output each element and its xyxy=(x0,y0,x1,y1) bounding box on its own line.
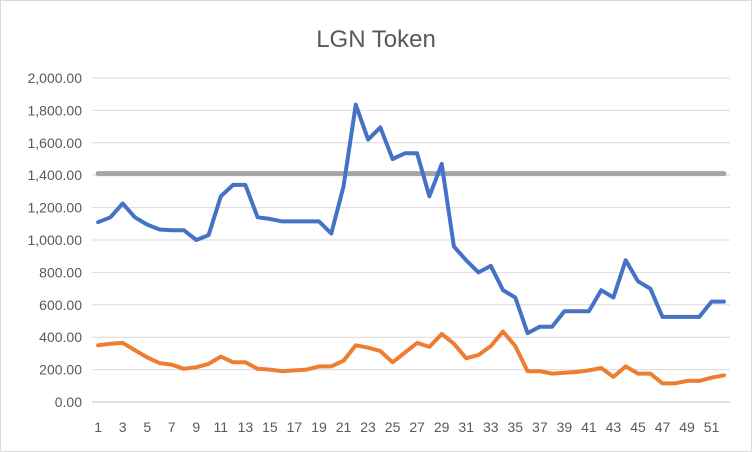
x-tick-label: 19 xyxy=(311,419,327,435)
y-tick-label: 0.00 xyxy=(55,394,82,410)
y-tick-label: 200.00 xyxy=(39,362,82,378)
y-tick-label: 2,000.00 xyxy=(28,70,83,86)
x-tick-label: 23 xyxy=(360,419,376,435)
x-tick-label: 33 xyxy=(483,419,499,435)
x-tick-label: 3 xyxy=(119,419,127,435)
y-tick-label: 1,400.00 xyxy=(28,167,83,183)
chart-title: LGN Token xyxy=(316,26,436,53)
x-tick-label: 17 xyxy=(287,419,303,435)
gridlines xyxy=(92,77,730,403)
x-tick-label: 37 xyxy=(532,419,548,435)
series-line-1 xyxy=(96,102,726,336)
x-tick-label: 25 xyxy=(385,419,401,435)
x-tick-label: 51 xyxy=(704,419,720,435)
y-axis-ticks: 0.00 200.00 400.00 600.00 800.00 1,000.00 1,20… xyxy=(28,70,83,410)
x-tick-label: 5 xyxy=(143,419,151,435)
x-tick-label: 39 xyxy=(557,419,573,435)
x-tick-label: 9 xyxy=(192,419,200,435)
series-line-2 xyxy=(96,329,726,386)
x-tick-label: 29 xyxy=(434,419,450,435)
y-tick-label: 400.00 xyxy=(39,329,82,345)
y-tick-label: 600.00 xyxy=(39,297,82,313)
x-tick-label: 7 xyxy=(168,419,176,435)
x-tick-label: 47 xyxy=(655,419,671,435)
y-tick-label: 800.00 xyxy=(39,264,82,280)
x-tick-label: 45 xyxy=(630,419,646,435)
y-tick-label: 1,800.00 xyxy=(28,102,83,118)
x-tick-label: 49 xyxy=(679,419,695,435)
x-tick-label: 13 xyxy=(238,419,254,435)
y-tick-label: 1,600.00 xyxy=(28,135,83,151)
y-tick-label: 1,200.00 xyxy=(28,200,83,216)
x-tick-label: 21 xyxy=(336,419,352,435)
x-tick-label: 31 xyxy=(458,419,474,435)
y-tick-label: 1,000.00 xyxy=(28,232,83,248)
x-axis-ticks: 1 3 5 7 9 11 13 15 17 19 21 23 25 27 29 31 33 35 37 39 41 43 4… xyxy=(94,419,719,435)
x-tick-label: 35 xyxy=(507,419,523,435)
x-tick-label: 43 xyxy=(606,419,622,435)
x-tick-label: 1 xyxy=(94,419,102,435)
series-lines xyxy=(95,102,727,386)
x-tick-label: 27 xyxy=(409,419,425,435)
x-tick-label: 15 xyxy=(262,419,278,435)
x-tick-label: 41 xyxy=(581,419,597,435)
x-tick-label: 11 xyxy=(214,419,229,435)
